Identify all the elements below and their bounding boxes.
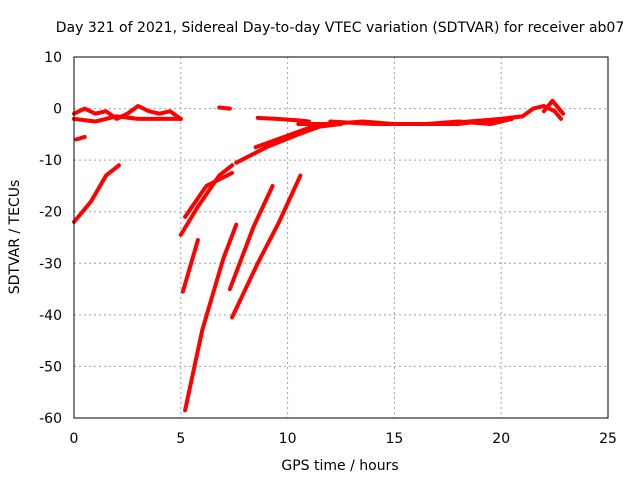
data-series [72,98,566,413]
x-tick-label: 0 [70,431,79,447]
series-arc-14 [255,115,311,124]
series-arc-4 [72,114,183,124]
y-tick-label: -40 [39,308,62,324]
series-arc-1 [72,163,121,224]
tick-labels: 0 5 10 15 20 25 -60 -50 -40 -30 -20 -10 0 10 [39,50,617,447]
x-tick-label: 25 [599,431,617,447]
series-arc-11 [230,173,303,320]
series-arc-6 [178,163,235,237]
series-arc-5 [217,105,232,111]
x-tick-label: 10 [279,431,297,447]
series-arc-3 [72,104,183,121]
series-arc-7 [183,171,235,219]
series-arc-13 [253,122,322,150]
y-tick-label: -30 [39,256,62,272]
series-arc-12 [234,122,343,165]
y-tick-label: -20 [39,205,62,221]
x-tick-label: 20 [492,431,510,447]
y-tick-label: -50 [39,359,62,375]
y-tick-label: -10 [39,153,62,169]
plot-frame [73,56,609,419]
y-axis-label: SDTVAR / TECUs [7,180,23,295]
x-axis-label: GPS time / hours [281,458,398,474]
x-tick-label: 5 [176,431,185,447]
x-tick-label: 15 [385,431,403,447]
series-arc-17 [435,104,563,126]
series-arc-2 [74,134,87,142]
series-arc-9 [183,222,239,413]
y-tick-label: 10 [44,50,62,66]
chart-title: Day 321 of 2021, Sidereal Day-to-day VTE… [56,20,625,36]
series-arc-18 [541,98,566,116]
series-arc-8 [180,238,200,294]
y-tick-label: -60 [39,411,62,427]
series-arc-10 [227,183,275,292]
y-tick-label: 0 [53,102,62,118]
